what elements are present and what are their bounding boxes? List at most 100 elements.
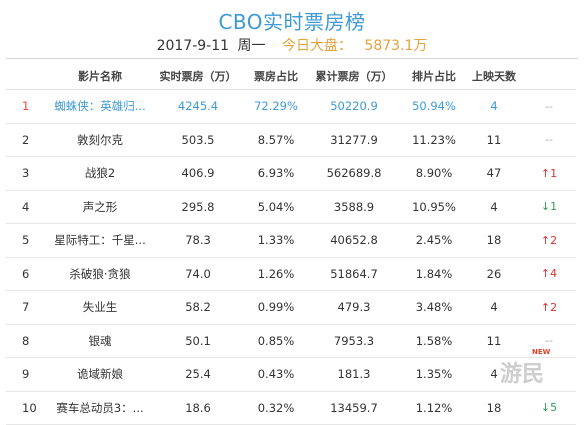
col-days-header: 上映天数 bbox=[466, 63, 522, 90]
box-office-share-cell: 6.93% bbox=[246, 156, 306, 191]
realtime-box-office-cell: 4245.4 bbox=[150, 89, 246, 124]
box-office-share-cell: 72.29% bbox=[246, 89, 306, 124]
days-showing-cell: 4 bbox=[466, 357, 522, 392]
new-badge: NEW bbox=[532, 348, 551, 356]
page-title: CBO实时票房榜 bbox=[218, 10, 366, 34]
rank-trend-cell: ↓1 bbox=[522, 190, 576, 224]
total-box-office-cell: 40652.8 bbox=[306, 223, 402, 258]
film-name-cell: 声之形 bbox=[50, 190, 150, 224]
realtime-box-office-cell: 18.6 bbox=[150, 391, 246, 425]
total-box-office-value: 5873.1万 bbox=[364, 38, 428, 54]
report-weekday: 周一 bbox=[237, 38, 266, 54]
rank-cell: 10 bbox=[6, 391, 50, 425]
rank-trend-cell: ↑1 bbox=[522, 156, 576, 191]
realtime-box-office-cell: 25.4 bbox=[150, 357, 246, 392]
box-office-share-cell: 8.57% bbox=[246, 123, 306, 157]
realtime-box-office-cell: 406.9 bbox=[150, 156, 246, 191]
rank-trend-cell: -- bbox=[522, 123, 576, 157]
rank-cell: 8 bbox=[6, 324, 50, 358]
total-box-office-label: 今日大盘： bbox=[281, 38, 352, 54]
total-box-office-cell: 479.3 bbox=[306, 290, 402, 325]
schedule-share-cell: 10.95% bbox=[402, 190, 466, 224]
rank-trend-cell: ↑2 bbox=[522, 223, 576, 258]
realtime-box-office-cell: 74.0 bbox=[150, 257, 246, 291]
table-row: 3 战狼2 406.9 6.93% 562689.8 8.90% 47 ↑1 bbox=[6, 156, 576, 191]
film-name-cell: 失业生 bbox=[50, 290, 150, 325]
box-office-share-cell: 0.32% bbox=[246, 391, 306, 425]
table-row: 6 杀破狼·贪狼 74.0 1.26% 51864.7 1.84% 26 ↑4 bbox=[6, 257, 576, 291]
table-row: 7 失业生 58.2 0.99% 479.3 3.48% 4 ↑2 bbox=[6, 290, 576, 325]
rank-cell: 2 bbox=[6, 123, 50, 157]
col-rank-header bbox=[6, 63, 50, 90]
days-showing-cell: 4 bbox=[466, 89, 522, 124]
realtime-box-office-cell: 295.8 bbox=[150, 190, 246, 224]
box-office-share-cell: 1.33% bbox=[246, 223, 306, 258]
schedule-share-cell: 1.12% bbox=[402, 391, 466, 425]
schedule-share-cell: 2.45% bbox=[402, 223, 466, 258]
days-showing-cell: 26 bbox=[466, 257, 522, 291]
col-total-header: 累计票房（万） bbox=[306, 63, 402, 90]
box-office-share-cell: 0.85% bbox=[246, 324, 306, 358]
rank-cell: 1 bbox=[6, 89, 50, 124]
film-name-cell: 敦刻尔克 bbox=[50, 123, 150, 157]
rank-cell: 4 bbox=[6, 190, 50, 224]
table-row: 4 声之形 295.8 5.04% 3588.9 10.95% 4 ↓1 bbox=[6, 190, 576, 224]
realtime-box-office-cell: 50.1 bbox=[150, 324, 246, 358]
rank-cell: 7 bbox=[6, 290, 50, 325]
table-row: 8 银魂 50.1 0.85% 7953.3 1.58% 11 -- bbox=[6, 324, 576, 358]
watermark-logo: 游民 bbox=[500, 362, 545, 387]
table-row: 1 蜘蛛侠：英雄归... 4245.4 72.29% 50220.9 50.94% 4 -- bbox=[6, 89, 576, 124]
col-schedule-header: 排片占比 bbox=[402, 63, 466, 90]
total-box-office-cell: 31277.9 bbox=[306, 123, 402, 157]
film-name-cell: 诡域新娘 bbox=[50, 357, 150, 392]
film-name-cell: 银魂 bbox=[50, 324, 150, 358]
rank-cell: 5 bbox=[6, 223, 50, 258]
total-box-office-cell: 3588.9 bbox=[306, 190, 402, 224]
film-name-cell: 战狼2 bbox=[50, 156, 150, 191]
col-trend-header bbox=[522, 63, 576, 90]
rank-trend-cell: -- bbox=[522, 324, 576, 358]
table-row: 2 敦刻尔克 503.5 8.57% 31277.9 11.23% 11 -- bbox=[6, 123, 576, 157]
table-row: 10 赛车总动员3：... 18.6 0.32% 13459.7 1.12% 18 ↓5 bbox=[6, 391, 576, 425]
header-info: 2017-9-11 周一 今日大盘： 5873.1万 bbox=[0, 35, 584, 55]
days-showing-cell: 47 bbox=[466, 156, 522, 191]
total-box-office-cell: 181.3 bbox=[306, 357, 402, 392]
days-showing-cell: 4 bbox=[466, 190, 522, 224]
film-name-cell: 星际特工：千星... bbox=[50, 223, 150, 258]
table-header-row: 影片名称 实时票房（万） 票房占比 累计票房（万） 排片占比 上映天数 bbox=[6, 63, 576, 90]
schedule-share-cell: 8.90% bbox=[402, 156, 466, 191]
days-showing-cell: 11 bbox=[466, 324, 522, 358]
box-office-share-cell: 0.99% bbox=[246, 290, 306, 325]
header-divider bbox=[6, 58, 578, 59]
days-showing-cell: 18 bbox=[466, 223, 522, 258]
rank-trend-cell: ↓5 bbox=[522, 391, 576, 425]
box-office-table: 影片名称 实时票房（万） 票房占比 累计票房（万） 排片占比 上映天数 1 蜘蛛侠… bbox=[6, 63, 576, 425]
report-date: 2017-9-11 bbox=[156, 38, 230, 54]
days-showing-cell: 18 bbox=[466, 391, 522, 425]
film-name-cell: 杀破狼·贪狼 bbox=[50, 257, 150, 291]
total-box-office-cell: 50220.9 bbox=[306, 89, 402, 124]
table-row: 9 诡域新娘 25.4 0.43% 181.3 1.35% 4 bbox=[6, 357, 576, 392]
col-realtime-header: 实时票房（万） bbox=[150, 63, 246, 90]
schedule-share-cell: 1.35% bbox=[402, 357, 466, 392]
rank-trend-cell bbox=[522, 357, 576, 392]
film-name-cell: 蜘蛛侠：英雄归... bbox=[50, 89, 150, 124]
total-box-office-cell: 51864.7 bbox=[306, 257, 402, 291]
total-box-office-cell: 13459.7 bbox=[306, 391, 402, 425]
schedule-share-cell: 1.84% bbox=[402, 257, 466, 291]
schedule-share-cell: 3.48% bbox=[402, 290, 466, 325]
rank-trend-cell: ↑2 bbox=[522, 290, 576, 325]
schedule-share-cell: 11.23% bbox=[402, 123, 466, 157]
total-box-office-cell: 7953.3 bbox=[306, 324, 402, 358]
box-office-share-cell: 1.26% bbox=[246, 257, 306, 291]
schedule-share-cell: 50.94% bbox=[402, 89, 466, 124]
rank-cell: 9 bbox=[6, 357, 50, 392]
realtime-box-office-cell: 78.3 bbox=[150, 223, 246, 258]
box-office-share-cell: 5.04% bbox=[246, 190, 306, 224]
realtime-box-office-cell: 58.2 bbox=[150, 290, 246, 325]
rank-cell: 3 bbox=[6, 156, 50, 191]
days-showing-cell: 4 bbox=[466, 290, 522, 325]
days-showing-cell: 11 bbox=[466, 123, 522, 157]
rank-cell: 6 bbox=[6, 257, 50, 291]
rank-trend-cell: -- bbox=[522, 89, 576, 124]
